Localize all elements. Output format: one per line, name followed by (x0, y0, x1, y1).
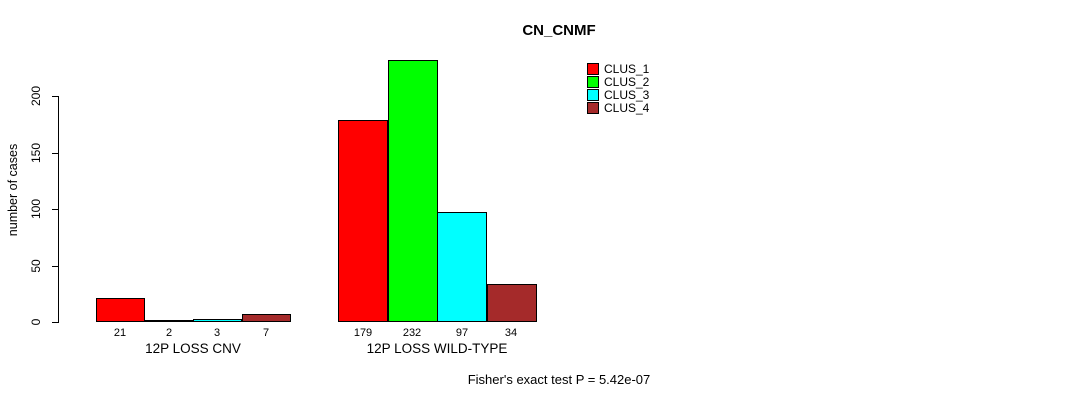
y-tick (52, 96, 58, 97)
bar-value-label: 7 (262, 327, 270, 339)
bar-g2-clus-4 (487, 284, 537, 322)
legend-swatch-clus-1 (587, 63, 599, 75)
bar-value-label: 179 (353, 327, 373, 339)
y-axis-title: number of cases (6, 143, 20, 237)
bar-value-label: 3 (213, 327, 221, 339)
y-tick-label: 50 (29, 259, 43, 273)
bar-g2-clus-3 (437, 212, 487, 322)
bar-value-label: 21 (113, 327, 127, 339)
legend-label-clus-2: CLUS_2 (604, 75, 650, 89)
chart-title: CN_CNMF (522, 22, 596, 39)
legend-label-clus-4: CLUS_4 (604, 101, 650, 115)
y-tick-label: 0 (29, 318, 43, 326)
bar-value-label: 232 (402, 327, 422, 339)
legend-label-clus-1: CLUS_1 (604, 62, 650, 76)
bar-value-label: 34 (504, 327, 518, 339)
bar-g1-clus-3 (193, 319, 242, 322)
legend-swatch-clus-3 (587, 89, 599, 101)
legend-swatch-clus-4 (587, 102, 599, 114)
y-tick (52, 209, 58, 210)
bar-value-label: 2 (165, 327, 173, 339)
legend-swatch-clus-2 (587, 76, 599, 88)
bar-g1-clus-2 (145, 320, 194, 322)
bar-g1-clus-1 (96, 298, 145, 322)
legend-label-clus-3: CLUS_3 (604, 88, 650, 102)
bar-g2-clus-2 (388, 60, 438, 322)
x-group-label: 12P LOSS CNV (145, 341, 241, 356)
bar-g1-clus-4 (242, 314, 291, 322)
y-axis-line (58, 96, 59, 323)
y-tick (52, 266, 58, 267)
bar-value-label: 97 (455, 327, 469, 339)
bar-g2-clus-1 (338, 120, 388, 322)
fisher-test-caption: Fisher's exact test P = 5.42e-07 (467, 372, 651, 387)
y-tick-label: 200 (29, 85, 43, 107)
y-tick (52, 322, 58, 323)
y-tick-label: 100 (29, 198, 43, 220)
y-tick (52, 153, 58, 154)
y-tick-label: 150 (29, 142, 43, 164)
x-group-label: 12P LOSS WILD-TYPE (366, 341, 508, 356)
